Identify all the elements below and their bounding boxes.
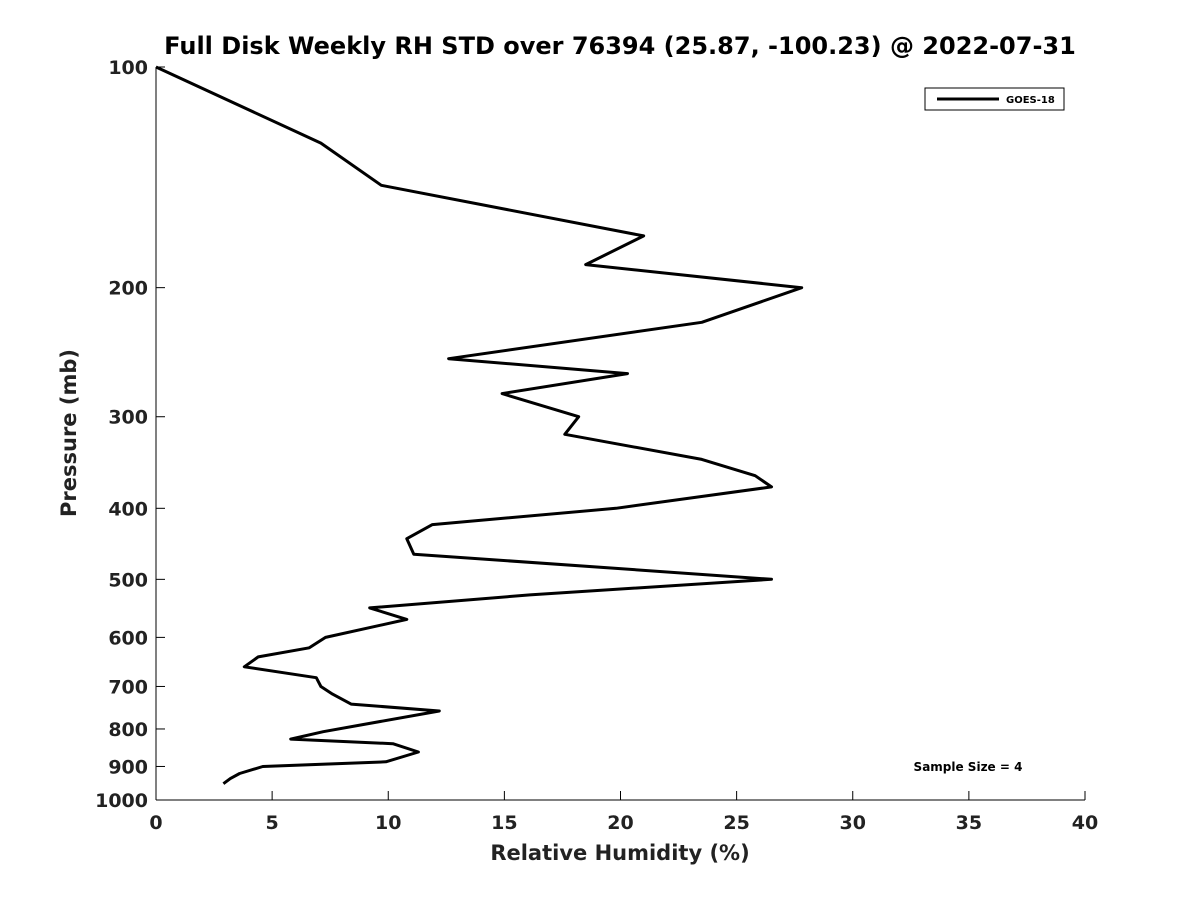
y-tick-label: 600 bbox=[108, 627, 148, 649]
x-tick-label: 25 bbox=[723, 812, 749, 834]
y-tick-label: 100 bbox=[108, 57, 148, 79]
x-tick-label: 30 bbox=[840, 812, 866, 834]
y-tick-label: 900 bbox=[108, 756, 148, 778]
x-tick-label: 35 bbox=[956, 812, 982, 834]
x-tick-label: 5 bbox=[266, 812, 279, 834]
x-axis-label: Relative Humidity (%) bbox=[490, 841, 749, 865]
chart-title: Full Disk Weekly RH STD over 76394 (25.8… bbox=[164, 32, 1076, 60]
y-tick-label: 700 bbox=[108, 676, 148, 698]
sample-size-annotation: Sample Size = 4 bbox=[914, 760, 1023, 774]
series-line-goes18 bbox=[155, 65, 804, 785]
x-tick-label: 20 bbox=[607, 812, 633, 834]
y-tick-label: 500 bbox=[108, 569, 148, 591]
legend: GOES-18 bbox=[924, 87, 1065, 111]
x-tick-label: 15 bbox=[491, 812, 517, 834]
x-tick-label: 0 bbox=[149, 812, 162, 834]
y-tick-label: 800 bbox=[108, 719, 148, 741]
y-tick-label: 400 bbox=[108, 498, 148, 520]
y-tick-label: 200 bbox=[108, 278, 148, 300]
plot-area bbox=[155, 65, 804, 785]
y-axis-label: Pressure (mb) bbox=[57, 349, 81, 517]
x-tick-label: 40 bbox=[1072, 812, 1098, 834]
axes: 0 5 10 15 20 25 30 35 40 100 200 300 400 500 600 700 800… bbox=[95, 57, 1098, 834]
x-tick-label: 10 bbox=[375, 812, 401, 834]
legend-entry-goes18: GOES-18 bbox=[1006, 95, 1055, 106]
y-tick-label: 1000 bbox=[95, 790, 148, 812]
y-tick-label: 300 bbox=[108, 407, 148, 429]
